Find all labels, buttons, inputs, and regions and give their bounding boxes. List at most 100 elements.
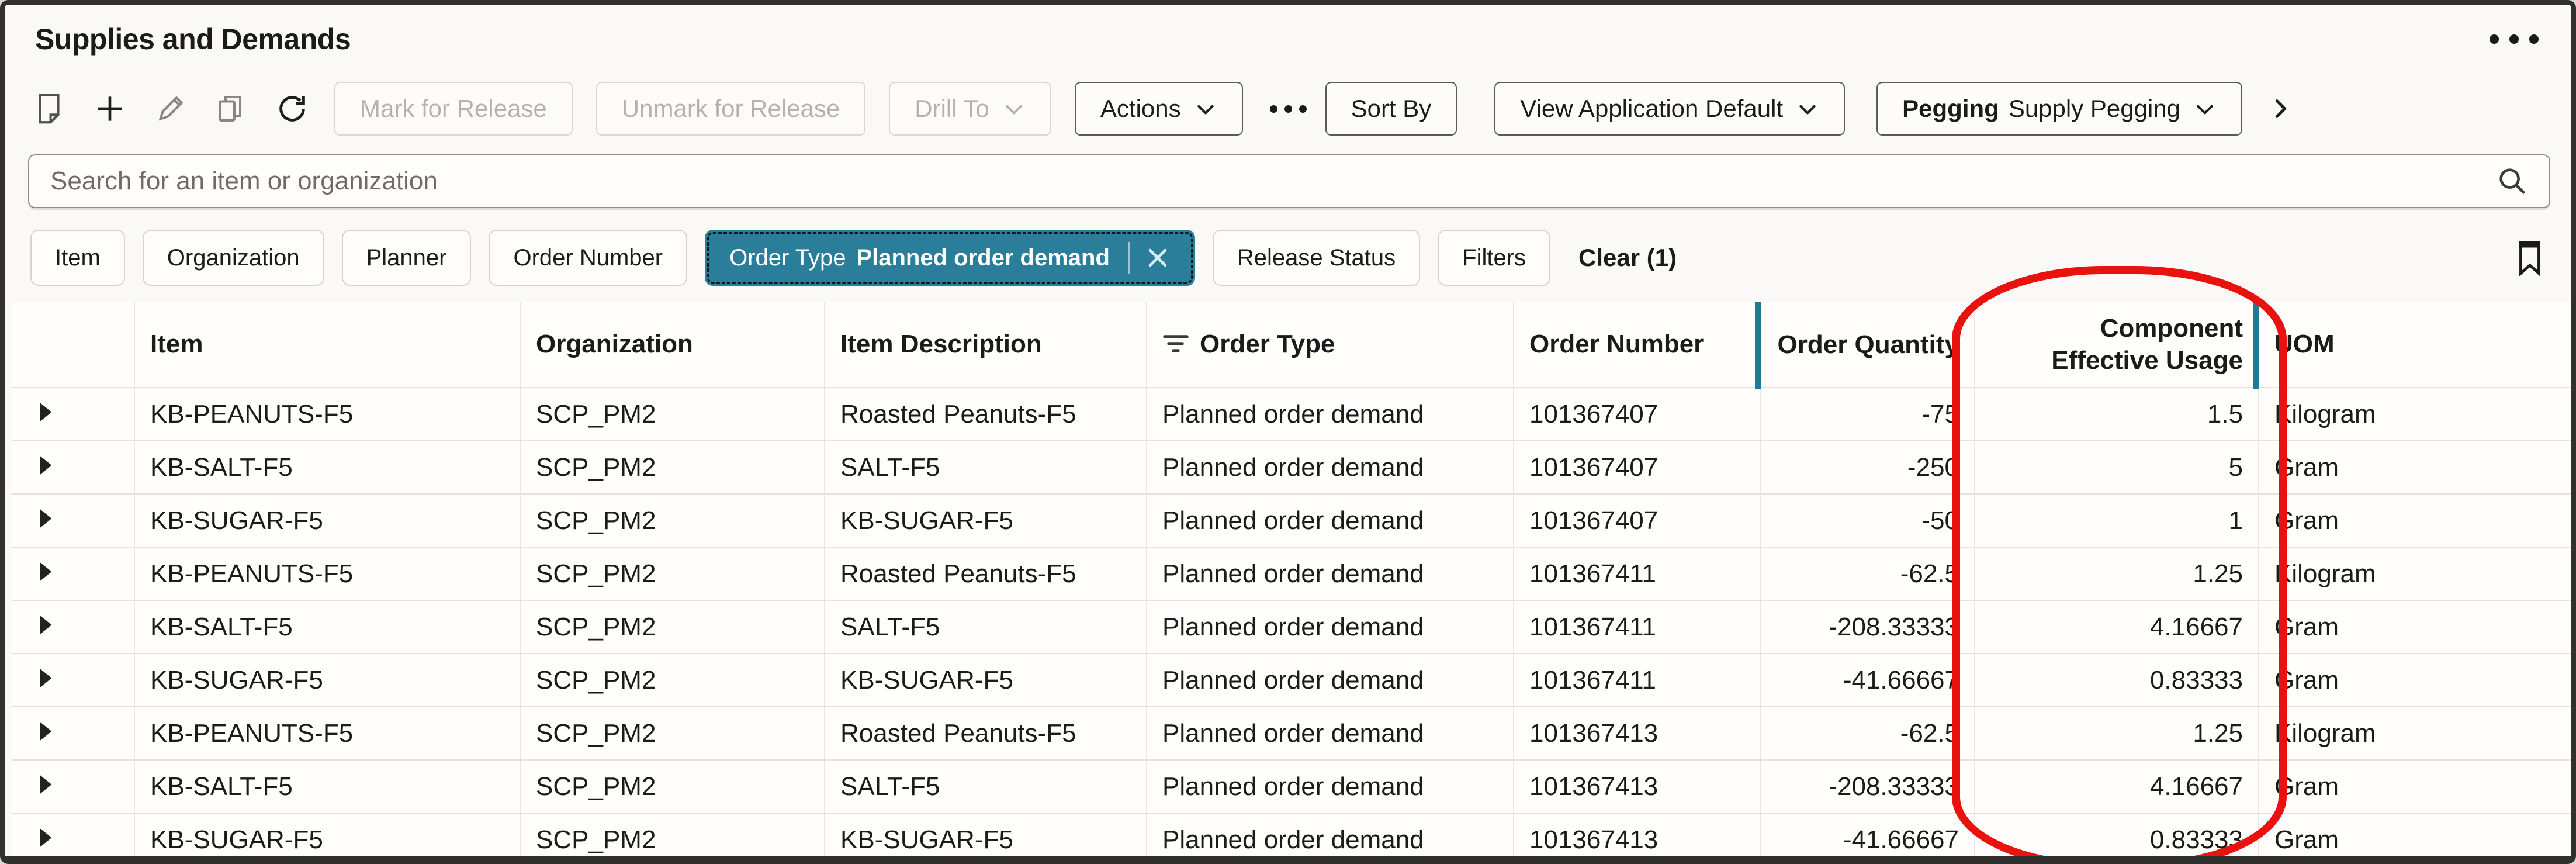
cell-order-type: Planned order demand	[1147, 547, 1514, 600]
cell-item-description: KB-SUGAR-F5	[825, 493, 1147, 547]
expand-cell[interactable]	[12, 759, 135, 813]
copy-icon[interactable]	[213, 90, 250, 127]
table-row: KB-SALT-F5 SCP_PM2 SALT-F5 Planned order…	[12, 759, 2571, 813]
cell-uom: Kilogram	[2259, 706, 2571, 760]
bookmark-icon[interactable]	[2514, 240, 2546, 276]
cell-order-quantity: -62.5	[1761, 547, 1975, 600]
expand-cell[interactable]	[12, 653, 135, 707]
cell-organization: SCP_PM2	[520, 388, 825, 441]
cell-order-type: Planned order demand	[1147, 653, 1514, 707]
cell-item-description: KB-SUGAR-F5	[825, 813, 1147, 856]
unmark-for-release-button[interactable]: Unmark for Release	[595, 82, 866, 136]
cell-order-quantity: -50	[1761, 493, 1975, 547]
drill-to-button[interactable]: Drill To	[889, 82, 1051, 136]
column-header-uom[interactable]: UOM	[2259, 302, 2571, 388]
cell-item: KB-SUGAR-F5	[134, 653, 521, 707]
expand-cell[interactable]	[12, 493, 135, 547]
cell-item-description: SALT-F5	[825, 600, 1147, 654]
column-header-component-effective-usage[interactable]: Component Effective Usage	[1975, 302, 2259, 388]
cell-order-number: 101367407	[1514, 388, 1761, 441]
add-icon[interactable]	[91, 90, 129, 127]
table-row: KB-PEANUTS-F5 SCP_PM2 Roasted Peanuts-F5…	[12, 706, 2571, 760]
cell-component-effective-usage: 1.25	[1975, 706, 2259, 760]
cell-component-effective-usage: 0.83333	[1975, 813, 2259, 856]
column-header-organization[interactable]: Organization	[520, 302, 825, 388]
expand-row-icon[interactable]	[39, 721, 54, 742]
actions-button[interactable]: Actions	[1074, 82, 1243, 136]
cell-order-quantity: -41.66667	[1761, 813, 1975, 856]
cell-order-type: Planned order demand	[1147, 440, 1514, 494]
table-row: KB-SUGAR-F5 SCP_PM2 KB-SUGAR-F5 Planned …	[12, 653, 2571, 707]
title-bar: Supplies and Demands	[5, 5, 2571, 62]
cell-component-effective-usage: 5	[1975, 440, 2259, 494]
filter-applied-icon	[1163, 335, 1189, 352]
remove-filter-close-icon[interactable]	[1145, 245, 1171, 271]
cell-order-number: 101367411	[1514, 547, 1761, 600]
table-row: KB-SALT-F5 SCP_PM2 SALT-F5 Planned order…	[12, 440, 2571, 494]
cell-component-effective-usage: 1.5	[1975, 388, 2259, 441]
expand-row-icon[interactable]	[39, 455, 54, 476]
filter-chip-filters[interactable]: Filters	[1438, 230, 1551, 286]
filter-chip-order-number[interactable]: Order Number	[489, 230, 688, 286]
refresh-icon[interactable]	[273, 90, 311, 127]
filter-chip-planner[interactable]: Planner	[341, 230, 472, 286]
cell-item: KB-PEANUTS-F5	[134, 547, 521, 600]
cell-organization: SCP_PM2	[520, 653, 825, 707]
expand-row-icon[interactable]	[39, 614, 54, 635]
expand-row-icon[interactable]	[39, 668, 54, 689]
cell-order-number: 101367413	[1514, 759, 1761, 813]
cell-item-description: Roasted Peanuts-F5	[825, 547, 1147, 600]
filter-chip-release-status[interactable]: Release Status	[1212, 230, 1421, 286]
toolbar: Mark for Release Unmark for Release Dril…	[30, 76, 2548, 141]
expand-row-icon[interactable]	[39, 508, 54, 529]
cell-order-quantity: -208.33333	[1761, 600, 1975, 654]
cell-order-number: 101367407	[1514, 440, 1761, 494]
expand-cell[interactable]	[12, 706, 135, 760]
toolbar-scroll-right-chevron-icon[interactable]	[2267, 95, 2294, 122]
cell-item-description: Roasted Peanuts-F5	[825, 706, 1147, 760]
cell-component-effective-usage: 1.25	[1975, 547, 2259, 600]
search-icon[interactable]	[2495, 164, 2529, 198]
edit-icon[interactable]	[152, 90, 189, 127]
pegging-selector-button[interactable]: Pegging Supply Pegging	[1876, 82, 2243, 136]
column-header-order-number[interactable]: Order Number	[1514, 302, 1761, 388]
view-selector-button[interactable]: View Application Default	[1494, 82, 1846, 136]
toolbar-overflow-ellipsis-icon[interactable]	[1269, 105, 1307, 113]
expand-cell[interactable]	[12, 388, 135, 441]
cell-component-effective-usage: 0.83333	[1975, 653, 2259, 707]
column-header-order-type[interactable]: Order Type	[1147, 302, 1514, 388]
expand-row-icon[interactable]	[39, 827, 54, 848]
filter-chip-organization[interactable]: Organization	[142, 230, 324, 286]
column-header-item-description[interactable]: Item Description	[825, 302, 1147, 388]
cell-uom: Gram	[2259, 600, 2571, 654]
column-header-item[interactable]: Item	[134, 302, 521, 388]
cell-item: KB-SUGAR-F5	[134, 493, 521, 547]
cell-uom: Gram	[2259, 813, 2571, 856]
expand-row-icon[interactable]	[39, 774, 54, 795]
expand-cell[interactable]	[12, 813, 135, 856]
sort-by-button[interactable]: Sort By	[1325, 82, 1457, 136]
search-input[interactable]	[49, 166, 2495, 196]
cell-organization: SCP_PM2	[520, 813, 825, 856]
filter-chip-item[interactable]: Item	[30, 230, 125, 286]
cell-order-type: Planned order demand	[1147, 813, 1514, 856]
expand-cell[interactable]	[12, 547, 135, 600]
cell-item: KB-PEANUTS-F5	[134, 706, 521, 760]
mark-for-release-button[interactable]: Mark for Release	[334, 82, 573, 136]
clear-filters-link[interactable]: Clear (1)	[1578, 244, 1677, 271]
expand-cell[interactable]	[12, 440, 135, 494]
chevron-down-icon	[1197, 105, 1214, 115]
cell-uom: Gram	[2259, 493, 2571, 547]
cell-item: KB-SUGAR-F5	[134, 813, 521, 856]
expand-row-icon[interactable]	[39, 561, 54, 582]
filter-chip-order-type-active[interactable]: Order Type Planned order demand	[705, 230, 1195, 286]
page-icon[interactable]	[30, 90, 68, 127]
page-actions-ellipsis-icon[interactable]	[2490, 34, 2539, 44]
expand-cell[interactable]	[12, 600, 135, 654]
expand-row-icon[interactable]	[39, 402, 54, 423]
table-row: KB-SUGAR-F5 SCP_PM2 KB-SUGAR-F5 Planned …	[12, 493, 2571, 547]
table-header-row: Item Organization Item Description Order…	[12, 302, 2571, 388]
table-row: KB-PEANUTS-F5 SCP_PM2 Roasted Peanuts-F5…	[12, 388, 2571, 441]
column-header-order-quantity[interactable]: Order Quantity	[1761, 302, 1975, 388]
cell-component-effective-usage: 4.16667	[1975, 759, 2259, 813]
